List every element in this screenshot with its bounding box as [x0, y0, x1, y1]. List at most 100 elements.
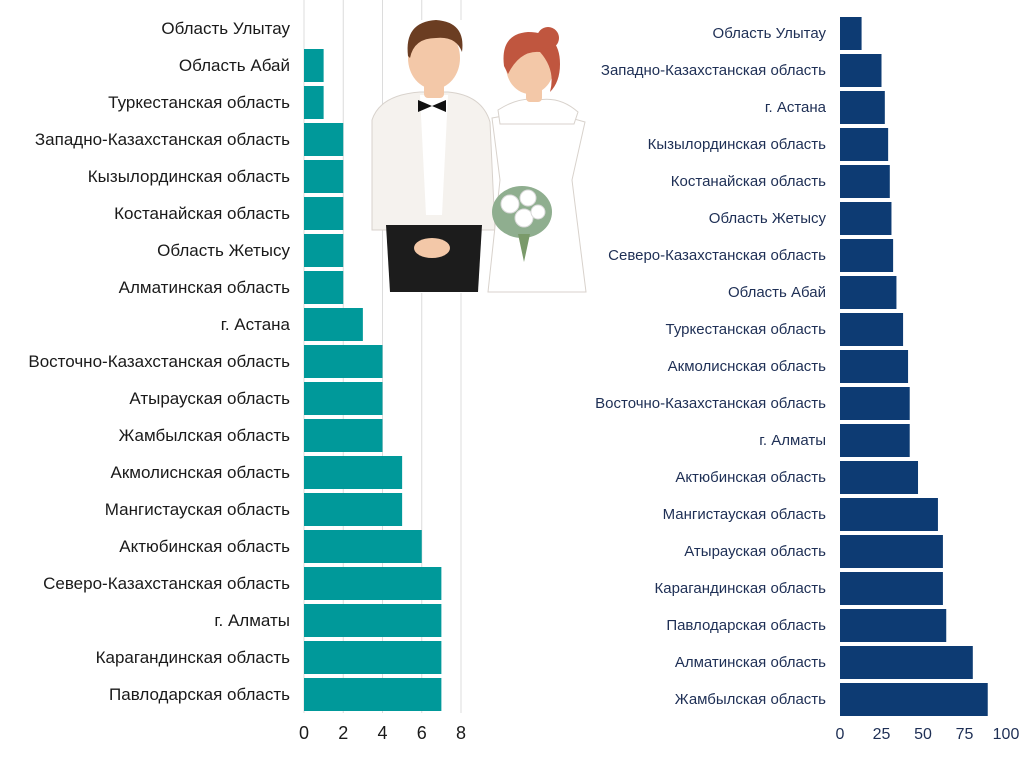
- category-label: Восточно-Казахстанская область: [595, 395, 826, 412]
- bar: [840, 498, 938, 531]
- bar: [304, 493, 403, 526]
- category-label: Мангистауская область: [663, 506, 827, 523]
- bride-hair-bun: [537, 27, 559, 49]
- x-tick-label: 0: [836, 726, 845, 743]
- bar: [840, 165, 890, 198]
- x-tick-label: 6: [417, 723, 427, 743]
- category-label: Алматинская область: [119, 278, 290, 297]
- bar: [840, 54, 882, 87]
- left-chart-bars: [304, 49, 442, 711]
- category-label: Северо-Казахстанская область: [43, 574, 290, 593]
- bar: [840, 424, 910, 457]
- category-label: Костанайская область: [671, 173, 826, 190]
- bow-tie: [418, 100, 446, 112]
- category-label: Западно-Казахстанская область: [35, 130, 290, 149]
- category-label: Северо-Казахстанская область: [608, 247, 826, 264]
- category-label: г. Алматы: [214, 611, 290, 630]
- x-tick-label: 75: [956, 726, 974, 743]
- groom-hands: [414, 238, 450, 258]
- groom-trousers: [386, 225, 482, 292]
- category-label: Область Абай: [728, 284, 826, 301]
- bar: [840, 646, 973, 679]
- bar: [840, 276, 897, 309]
- right-chart-category-labels: Область Улытау Западно-Казахстанская обла…: [595, 25, 827, 708]
- bar: [304, 308, 363, 341]
- category-label: Акмолиснская область: [668, 358, 827, 375]
- groom-shirt: [420, 95, 448, 215]
- x-tick-label: 100: [993, 726, 1020, 743]
- bouquet-flower: [519, 189, 537, 207]
- bar: [304, 567, 442, 600]
- bouquet-flower: [500, 194, 520, 214]
- x-tick-label: 8: [456, 723, 466, 743]
- bar: [304, 197, 344, 230]
- bar: [840, 91, 885, 124]
- bar: [840, 683, 988, 716]
- bouquet-flower: [530, 204, 546, 220]
- category-label: Актюбинская область: [119, 537, 290, 556]
- x-tick-label: 50: [914, 726, 932, 743]
- bar: [304, 641, 442, 674]
- category-label: Жамбылская область: [675, 691, 826, 708]
- bar: [304, 530, 422, 563]
- x-tick-label: 4: [377, 723, 387, 743]
- category-label: Карагандинская область: [654, 580, 826, 597]
- bar: [304, 86, 324, 119]
- bar: [304, 419, 383, 452]
- x-tick-label: 0: [299, 723, 309, 743]
- bar: [840, 239, 894, 272]
- category-label: Западно-Казахстанская область: [601, 62, 826, 79]
- category-label: Кызылординская область: [648, 136, 827, 153]
- bouquet-stems: [518, 234, 530, 262]
- x-tick-label: 2: [338, 723, 348, 743]
- category-label: Акмолиснская область: [111, 463, 291, 482]
- bar: [840, 461, 919, 494]
- bouquet-flower: [514, 208, 534, 228]
- bar: [304, 123, 344, 156]
- category-label: Кызылординская область: [88, 167, 290, 186]
- category-label: Область Абай: [179, 56, 290, 75]
- category-label: г. Алматы: [759, 432, 826, 449]
- bar: [304, 456, 403, 489]
- category-label: г. Астана: [765, 99, 827, 116]
- category-label: Костанайская область: [114, 204, 290, 223]
- bouquet: [492, 186, 552, 262]
- bar: [840, 350, 909, 383]
- bar: [840, 313, 904, 346]
- bar: [840, 535, 943, 568]
- bar: [840, 572, 943, 605]
- right-chart-x-ticks: 0 25 50 75 100: [836, 726, 1020, 743]
- category-label: Восточно-Казахстанская область: [28, 352, 290, 371]
- category-label: г. Астана: [221, 315, 291, 334]
- left-chart-category-labels: Область Улытау Область Абай Туркестанская …: [28, 19, 290, 704]
- category-label: Атырауская область: [129, 389, 290, 408]
- category-label: Туркестанская область: [666, 321, 827, 338]
- bar: [840, 609, 947, 642]
- bride-and-groom-illustration: [371, 20, 590, 293]
- x-tick-label: 25: [873, 726, 891, 743]
- left-chart-x-ticks: 0 2 4 6 8: [299, 723, 466, 743]
- bar: [840, 128, 889, 161]
- groom-head: [408, 27, 460, 89]
- category-label: Павлодарская область: [109, 685, 290, 704]
- bar: [840, 202, 892, 235]
- category-label: Мангистауская область: [105, 500, 290, 519]
- bar: [304, 234, 344, 267]
- category-label: Область Улытау: [161, 19, 290, 38]
- bar: [304, 678, 442, 711]
- category-label: Алматинская область: [675, 654, 826, 671]
- right-chart-bars: [840, 17, 988, 716]
- category-label: Павлодарская область: [666, 617, 826, 634]
- category-label: Область Улытау: [713, 25, 827, 42]
- category-label: Туркестанская область: [108, 93, 290, 112]
- bar: [304, 49, 324, 82]
- category-label: Жамбылская область: [119, 426, 290, 445]
- category-label: Атырауская область: [684, 543, 826, 560]
- bar: [840, 387, 910, 420]
- category-label: Карагандинская область: [96, 648, 291, 667]
- bar: [304, 271, 344, 304]
- category-label: Актюбинская область: [675, 469, 826, 486]
- bar: [304, 604, 442, 637]
- bar: [304, 160, 344, 193]
